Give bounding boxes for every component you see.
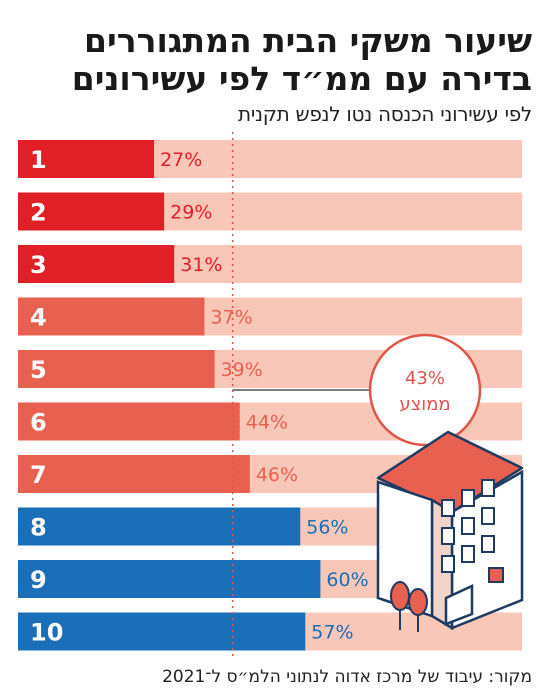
bar — [18, 245, 175, 283]
average-callout-circle — [368, 333, 482, 447]
bar — [18, 192, 165, 231]
value-label: 46% — [256, 464, 298, 486]
value-label: 37% — [210, 307, 252, 329]
decile-label: 5 — [30, 356, 47, 384]
bar — [18, 140, 155, 178]
chart-subtitle: לפי עשירוני הכנסה נטו לנפש תקנית — [237, 102, 532, 126]
decile-label: 10 — [30, 619, 63, 647]
value-label: 57% — [311, 622, 353, 644]
building-window — [461, 489, 475, 507]
decile-label: 3 — [30, 251, 47, 279]
decile-label: 4 — [30, 304, 47, 332]
building-window — [441, 527, 455, 545]
value-label: 60% — [326, 569, 368, 591]
decile-label: 1 — [30, 146, 47, 174]
decile-label: 2 — [30, 199, 47, 227]
bar — [18, 507, 301, 546]
decile-label: 7 — [30, 461, 47, 489]
building-mailbox — [488, 567, 504, 583]
building-illustration — [376, 430, 524, 632]
value-label: 29% — [170, 202, 212, 224]
building-window — [481, 479, 495, 497]
value-label: 39% — [221, 359, 263, 381]
tree-icon — [408, 588, 428, 616]
building-window — [481, 535, 495, 553]
bar — [18, 297, 205, 336]
bar — [18, 560, 321, 598]
decile-label: 9 — [30, 566, 47, 594]
value-label: 44% — [246, 412, 288, 434]
decile-label: 8 — [30, 514, 47, 542]
bar — [18, 455, 250, 493]
building-window — [461, 517, 475, 535]
bar — [18, 402, 240, 441]
average-label: ממוצע — [399, 394, 450, 415]
value-label: 31% — [180, 254, 222, 276]
building-left-face — [376, 480, 434, 618]
building-window — [441, 499, 455, 517]
tree-icon — [390, 581, 410, 611]
building-window — [461, 545, 475, 563]
chart-title: שיעור משקי הבית המתגוררים בדירה עם ממ״ד … — [71, 21, 532, 98]
building-door — [444, 584, 474, 626]
bar — [18, 350, 215, 388]
building-window — [441, 555, 455, 573]
value-label: 27% — [160, 149, 202, 171]
building-window — [481, 507, 495, 525]
bar — [18, 612, 306, 651]
decile-label: 6 — [30, 409, 47, 437]
source-note: מקור: עיבוד של מרכז אדוה לנתוני הלמ״ס ל־… — [162, 667, 532, 687]
value-label: 56% — [306, 517, 348, 539]
average-value-label: 43% — [405, 368, 445, 389]
